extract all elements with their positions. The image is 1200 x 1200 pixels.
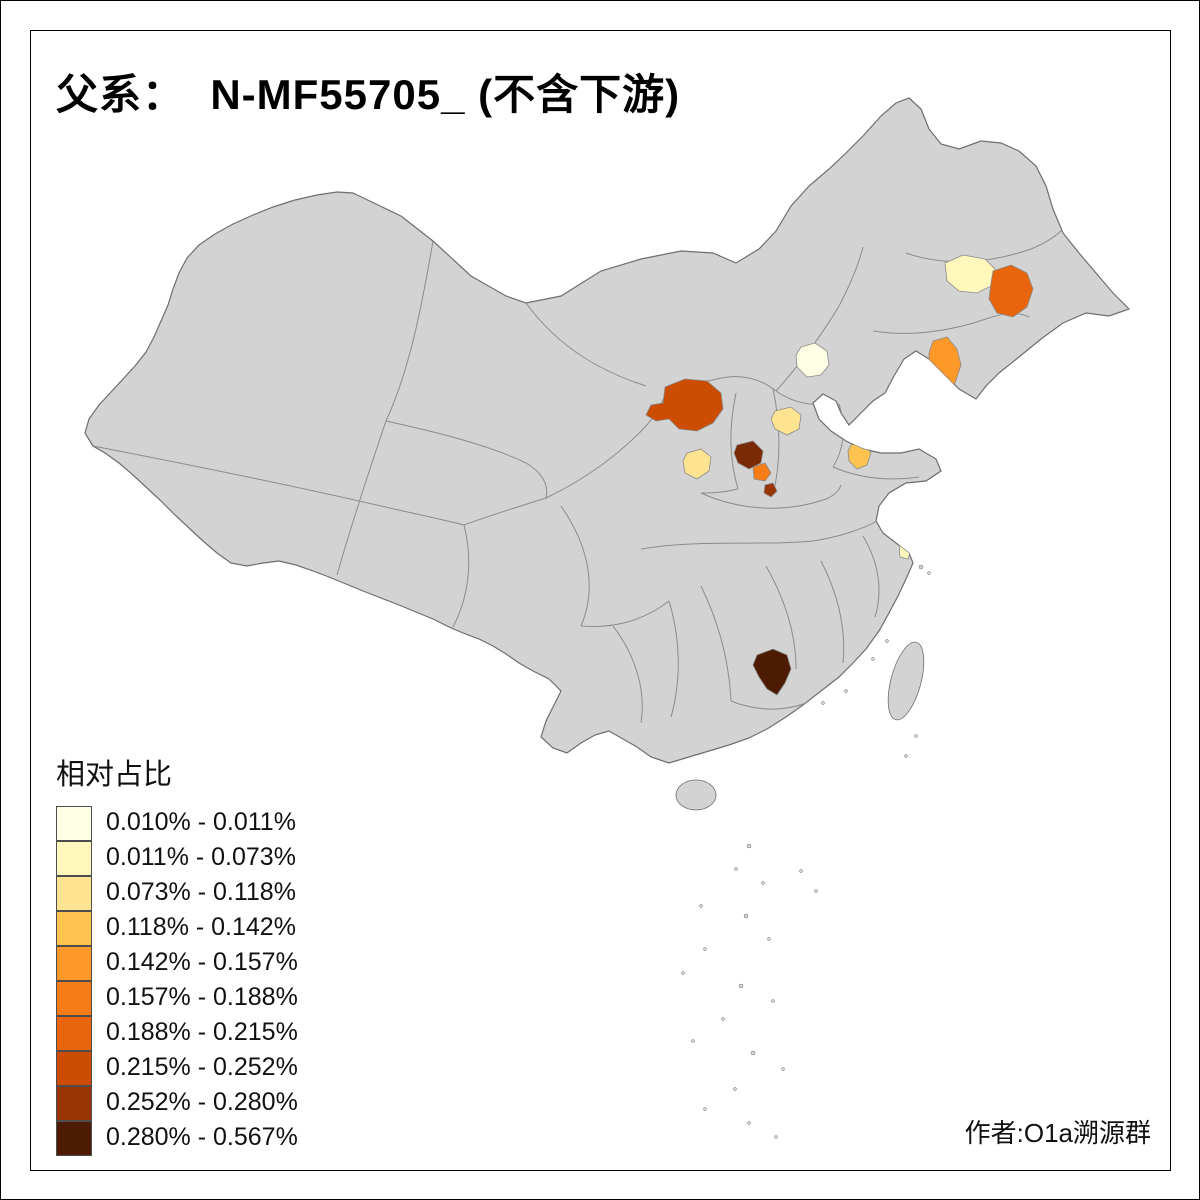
small-islands [681, 564, 931, 1139]
map-region-shanghai-area [898, 540, 912, 560]
legend-swatch [56, 1050, 92, 1086]
legend-title: 相对占比 [56, 759, 173, 791]
legend-label: 0.142% - 0.157% [106, 948, 298, 976]
legend-item: 0.011% - 0.073% [56, 840, 298, 876]
legend-swatch [56, 875, 92, 911]
legend-item: 0.215% - 0.252% [56, 1050, 298, 1086]
legend-swatch [56, 1085, 92, 1121]
taiwan-island [887, 641, 925, 721]
legend-swatch [56, 980, 92, 1016]
legend-label: 0.118% - 0.142% [106, 913, 296, 941]
legend-label: 0.157% - 0.188% [106, 983, 298, 1011]
legend-item: 0.010% - 0.011% [56, 805, 298, 841]
legend-label: 0.011% - 0.073% [106, 843, 296, 871]
legend-label: 0.280% - 0.567% [106, 1123, 298, 1151]
legend-swatch [56, 910, 92, 946]
page-title: 父系： N-MF55705_ (不含下游) [56, 71, 681, 118]
legend-swatch [56, 840, 92, 876]
legend-swatch [56, 1015, 92, 1051]
map-region-hebei-south [770, 406, 802, 436]
legend-item: 0.073% - 0.118% [56, 875, 298, 911]
legend-label: 0.010% - 0.011% [106, 808, 296, 836]
legend-swatch [56, 945, 92, 981]
map-region-shaanxi-north [645, 378, 724, 432]
legend-item: 0.280% - 0.567% [56, 1120, 298, 1156]
map-region-shanxi-south-orange [752, 462, 772, 482]
legend-item: 0.188% - 0.215% [56, 1015, 298, 1051]
legend-label: 0.252% - 0.280% [106, 1088, 298, 1116]
map-region-northeast-orange [988, 264, 1034, 318]
legend-item: 0.157% - 0.188% [56, 980, 298, 1016]
legend-rows: 0.010% - 0.011% 0.011% - 0.073% 0.073% - 0… [56, 805, 298, 1156]
map-region-shaanxi-central [682, 448, 712, 480]
hainan-island [675, 779, 717, 811]
legend-label: 0.073% - 0.118% [106, 878, 296, 906]
islands [675, 564, 931, 1139]
legend-item: 0.118% - 0.142% [56, 910, 298, 946]
province-borders [92, 228, 1064, 724]
legend-swatch [56, 1120, 92, 1156]
map-region-shanxi-south-dot [763, 482, 778, 498]
legend: 相对占比 0.010% - 0.011% 0.011% - 0.073% 0.073… [56, 751, 298, 1156]
map-region-guangdong-north [752, 648, 792, 696]
legend-swatch [56, 805, 92, 841]
legend-label: 0.188% - 0.215% [106, 1018, 298, 1046]
attribution: 作者:O1a溯源群 [964, 1118, 1151, 1148]
map-region-beijing-area [795, 342, 830, 378]
legend-item: 0.142% - 0.157% [56, 945, 298, 981]
legend-item: 0.252% - 0.280% [56, 1085, 298, 1121]
legend-label: 0.215% - 0.252% [106, 1053, 298, 1081]
mainland [84, 97, 1130, 764]
